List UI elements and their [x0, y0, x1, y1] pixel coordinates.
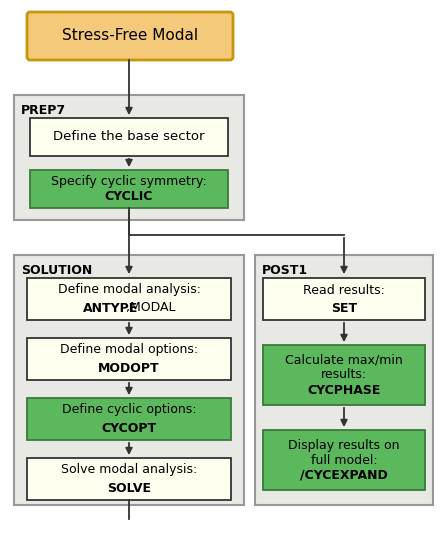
Text: Specify cyclic symmetry:: Specify cyclic symmetry:	[51, 175, 207, 188]
FancyBboxPatch shape	[263, 345, 425, 405]
FancyBboxPatch shape	[30, 118, 228, 156]
Text: MODOPT: MODOPT	[98, 362, 160, 375]
FancyBboxPatch shape	[30, 170, 228, 208]
Text: Display results on: Display results on	[288, 439, 400, 452]
FancyBboxPatch shape	[27, 458, 231, 500]
FancyBboxPatch shape	[263, 430, 425, 490]
Text: results:: results:	[321, 369, 367, 382]
Text: PREP7: PREP7	[21, 105, 66, 118]
Text: SOLUTION: SOLUTION	[21, 265, 92, 278]
Text: ,MODAL: ,MODAL	[126, 301, 176, 314]
Text: POST1: POST1	[262, 265, 308, 278]
Text: ANTYPE: ANTYPE	[84, 301, 139, 314]
FancyBboxPatch shape	[14, 255, 244, 505]
Text: CYCLIC: CYCLIC	[105, 190, 153, 204]
FancyBboxPatch shape	[27, 398, 231, 440]
Text: Solve modal analysis:: Solve modal analysis:	[61, 464, 197, 476]
FancyBboxPatch shape	[255, 255, 433, 505]
FancyBboxPatch shape	[14, 95, 244, 220]
Text: /CYCEXPAND: /CYCEXPAND	[300, 468, 388, 481]
Text: Define modal analysis:: Define modal analysis:	[58, 284, 201, 296]
FancyBboxPatch shape	[27, 338, 231, 380]
FancyBboxPatch shape	[27, 12, 233, 60]
Text: Read results:: Read results:	[303, 284, 385, 296]
Text: SET: SET	[331, 301, 357, 314]
Text: Stress-Free Modal: Stress-Free Modal	[62, 29, 198, 44]
Text: CYCOPT: CYCOPT	[101, 421, 156, 434]
Text: Calculate max/min: Calculate max/min	[285, 354, 403, 367]
Text: full model:: full model:	[311, 453, 377, 466]
Text: Define cyclic options:: Define cyclic options:	[62, 404, 196, 417]
Text: Define modal options:: Define modal options:	[60, 343, 198, 356]
FancyBboxPatch shape	[263, 278, 425, 320]
FancyBboxPatch shape	[27, 278, 231, 320]
Text: SOLVE: SOLVE	[107, 481, 151, 494]
Text: Define the base sector: Define the base sector	[53, 130, 205, 143]
Text: CYCPHASE: CYCPHASE	[308, 384, 381, 397]
